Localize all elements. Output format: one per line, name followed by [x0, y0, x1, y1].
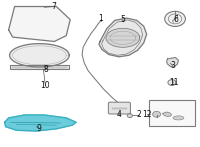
Text: 6: 6 [173, 15, 178, 24]
Polygon shape [167, 57, 178, 66]
Polygon shape [99, 18, 147, 57]
Text: 9: 9 [37, 124, 42, 133]
Circle shape [153, 111, 161, 117]
Text: 1: 1 [99, 14, 103, 23]
Ellipse shape [173, 116, 184, 120]
Text: 2: 2 [136, 111, 141, 120]
FancyBboxPatch shape [108, 102, 130, 114]
Text: 7: 7 [51, 2, 56, 11]
Text: 12: 12 [142, 110, 151, 119]
Polygon shape [5, 115, 76, 131]
Text: 11: 11 [169, 78, 178, 87]
Polygon shape [9, 6, 70, 41]
Text: 8: 8 [43, 65, 48, 74]
Circle shape [168, 80, 176, 85]
Text: 3: 3 [170, 61, 175, 70]
Text: 4: 4 [116, 111, 121, 120]
Text: 5: 5 [120, 15, 125, 24]
FancyBboxPatch shape [149, 100, 195, 126]
Polygon shape [106, 28, 140, 47]
Polygon shape [10, 44, 69, 67]
Text: 10: 10 [41, 81, 50, 90]
Circle shape [165, 11, 185, 26]
Polygon shape [163, 112, 172, 116]
Circle shape [127, 114, 132, 118]
Polygon shape [10, 66, 69, 69]
